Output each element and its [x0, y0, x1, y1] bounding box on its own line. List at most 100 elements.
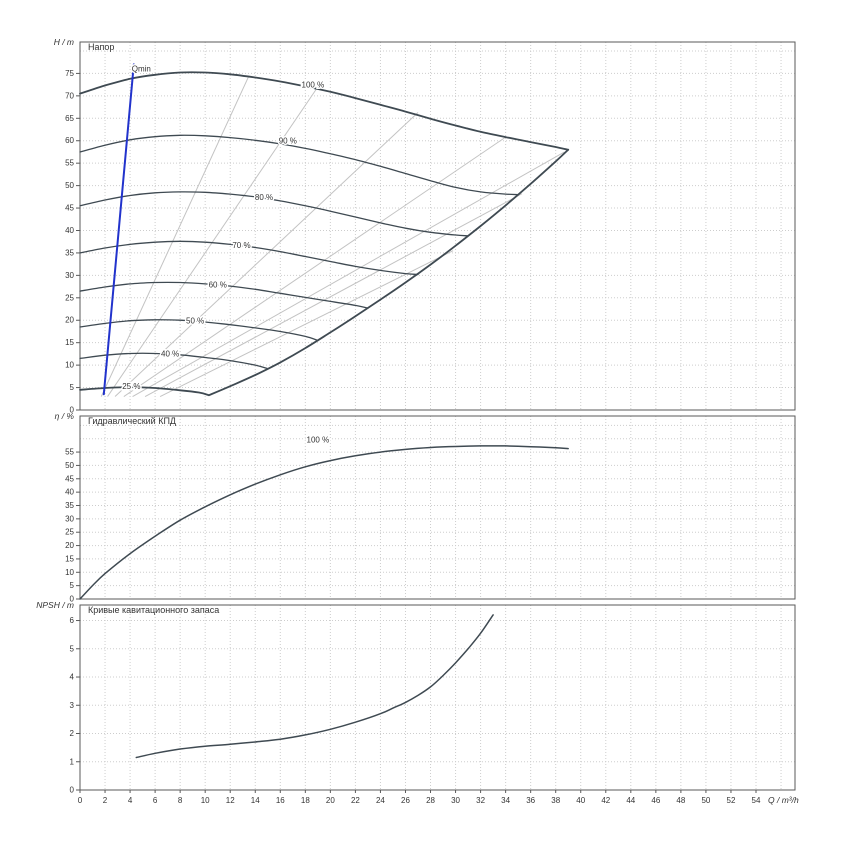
y-axis-label-head: H / m — [54, 37, 74, 47]
v-gridlines — [104, 605, 782, 790]
y-tick-label: 75 — [65, 69, 74, 78]
curve-label: 100 % — [307, 436, 330, 445]
curve-label: 60 % — [209, 280, 227, 289]
y-tick-label: 4 — [70, 673, 75, 682]
h-gridlines — [80, 424, 795, 587]
y-axis-label-efficiency: η / % — [55, 411, 75, 421]
x-tick-label: 40 — [576, 796, 585, 805]
x-tick-label: 12 — [226, 796, 235, 805]
efficiency-iso-lines — [100, 75, 565, 397]
y-tick-label: 50 — [65, 461, 74, 470]
curve-100 — [79, 71, 570, 151]
x-tick-label: 24 — [376, 796, 385, 805]
curve-25 — [79, 386, 210, 397]
y-axis: 0 5 10 15 20 25 30 35 40 45 50 55 — [65, 448, 80, 604]
y-tick-label: 45 — [65, 204, 74, 213]
y-axis: 0 5 10 15 20 25 30 35 40 45 50 55 60 65 70 75 — [65, 69, 80, 415]
panel-npsh: 0 1 2 3 4 5 6 Кривые кавитационного запаса NPSH … — [36, 600, 796, 795]
curve-90 — [79, 134, 519, 196]
y-tick-label: 40 — [65, 226, 74, 235]
x-tick-label: 54 — [752, 796, 761, 805]
x-tick-label: 44 — [626, 796, 635, 805]
x-tick-label: 38 — [551, 796, 560, 805]
y-tick-label: 35 — [65, 501, 74, 510]
x-tick-label: 32 — [476, 796, 485, 805]
y-tick-label: 30 — [65, 271, 74, 280]
x-tick-label: 30 — [451, 796, 460, 805]
y-tick-label: 2 — [70, 729, 75, 738]
x-tick-label: 46 — [651, 796, 660, 805]
x-tick-label: 8 — [178, 796, 183, 805]
panel-head: 0 5 10 15 20 25 30 35 40 45 50 55 60 65 70 75 Qmin 100 % 9… — [54, 37, 796, 415]
iso-line — [144, 193, 523, 397]
x-tick-label: 10 — [201, 796, 210, 805]
y-tick-label: 0 — [70, 595, 75, 604]
iso-line — [159, 250, 454, 397]
y-tick-label: 6 — [70, 616, 75, 625]
panel-border — [79, 415, 796, 600]
y-tick-label: 30 — [65, 514, 74, 523]
x-tick-label: 2 — [103, 796, 108, 805]
panel-title-efficiency: Гидравлический КПД — [88, 416, 176, 426]
x-tick-label: 52 — [727, 796, 736, 805]
iso-line — [123, 136, 506, 397]
y-tick-label: 10 — [65, 568, 74, 577]
curve-qmin — [102, 63, 135, 396]
x-axis: 0 2 4 6 8 10 12 14 16 18 20 22 24 26 28 30 32 34 36 38 40 42 4… — [78, 790, 799, 805]
curve-label: 80 % — [255, 193, 273, 202]
panel-title-npsh: Кривые кавитационного запаса — [88, 605, 219, 615]
curve-label: 70 % — [232, 241, 250, 250]
curve-label: 40 % — [161, 349, 179, 358]
curve-label: 50 % — [186, 317, 204, 326]
curve-npsh — [135, 614, 494, 759]
y-tick-label: 70 — [65, 91, 74, 100]
y-axis: 0 1 2 3 4 5 6 — [70, 616, 80, 795]
x-tick-label: 0 — [78, 796, 83, 805]
x-tick-label: 14 — [251, 796, 260, 805]
y-tick-label: 10 — [65, 361, 74, 370]
curve-40 — [79, 352, 269, 370]
x-tick-label: 42 — [601, 796, 610, 805]
y-tick-label: 50 — [65, 181, 74, 190]
panel-efficiency: 0 5 10 15 20 25 30 35 40 45 50 55 100 % Гидравлически… — [55, 411, 796, 604]
x-tick-label: 4 — [128, 796, 133, 805]
x-tick-label: 22 — [351, 796, 360, 805]
curve-70 — [79, 240, 419, 276]
x-tick-label: 16 — [276, 796, 285, 805]
x-tick-label: 50 — [701, 796, 710, 805]
y-tick-label: 55 — [65, 448, 74, 457]
y-tick-label: 20 — [65, 541, 74, 550]
curve-label: 100 % — [302, 81, 325, 90]
panel-border — [79, 604, 796, 791]
panel-border — [79, 41, 796, 411]
curve-label: 25 % — [122, 382, 140, 391]
y-tick-label: 60 — [65, 136, 74, 145]
y-tick-label: 35 — [65, 248, 74, 257]
x-tick-label: 34 — [501, 796, 510, 805]
curve-eff-100 — [79, 445, 569, 600]
y-tick-label: 65 — [65, 114, 74, 123]
y-tick-label: 5 — [70, 581, 75, 590]
x-axis-label: Q / m³/h — [768, 795, 799, 805]
iso-line — [107, 86, 319, 397]
curve-60 — [79, 281, 369, 309]
y-tick-label: 5 — [70, 644, 75, 653]
y-axis-label-npsh: NPSH / m — [36, 600, 74, 610]
y-tick-label: 15 — [65, 554, 74, 563]
y-tick-label: 15 — [65, 338, 74, 347]
y-tick-label: 1 — [70, 757, 75, 766]
curve-label: Qmin — [132, 64, 151, 73]
curve-80 — [79, 191, 469, 237]
h-gridlines — [80, 620, 795, 763]
x-tick-label: 26 — [401, 796, 410, 805]
x-tick-label: 28 — [426, 796, 435, 805]
y-tick-label: 20 — [65, 316, 74, 325]
iso-line — [100, 75, 250, 397]
y-tick-label: 55 — [65, 159, 74, 168]
x-tick-label: 6 — [153, 796, 158, 805]
v-gridlines — [104, 416, 782, 599]
curve-label: 90 % — [279, 137, 297, 146]
x-tick-label: 18 — [301, 796, 310, 805]
